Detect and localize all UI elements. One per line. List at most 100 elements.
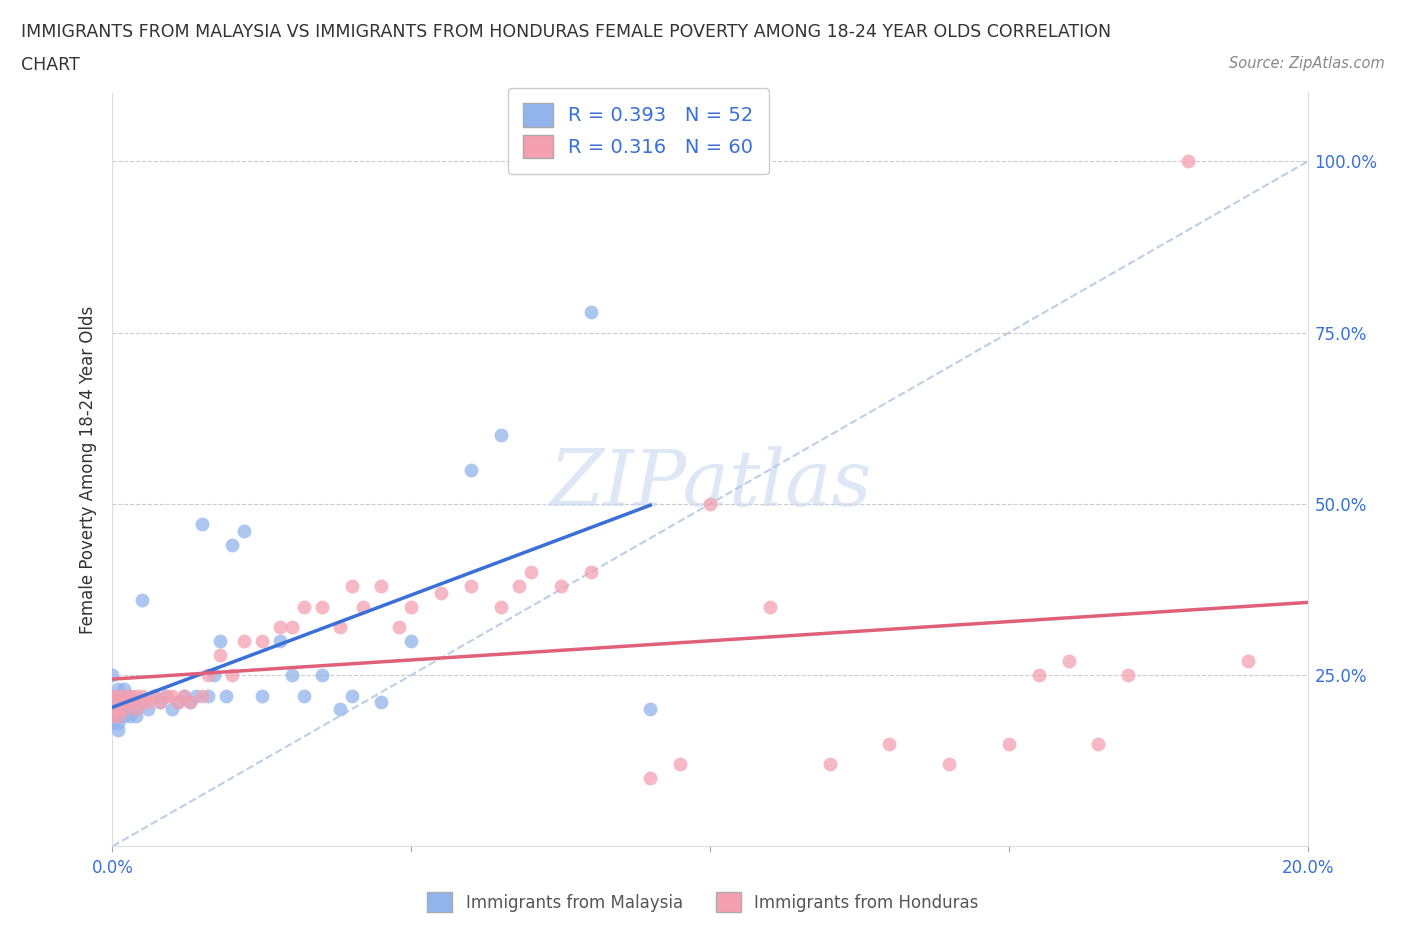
Point (107, 709, 129, 724)
Point (149, 695, 172, 710)
Point (173, 688, 195, 703)
Point (191, 517, 214, 532)
Y-axis label: Female Poverty Among 18-24 Year Olds: Female Poverty Among 18-24 Year Olds (79, 306, 97, 633)
Point (1087, 737, 1109, 751)
Point (107, 688, 129, 703)
Point (162, 688, 183, 703)
Point (173, 688, 195, 703)
Point (107, 702, 129, 717)
Point (101, 702, 124, 717)
Point (1177, 154, 1199, 169)
Point (131, 695, 153, 710)
Point (125, 702, 148, 717)
Point (143, 688, 166, 703)
Point (114, 709, 135, 724)
Point (149, 695, 172, 710)
Point (114, 702, 135, 717)
Point (579, 565, 602, 579)
Point (329, 702, 352, 717)
Point (114, 682, 135, 697)
Point (250, 633, 273, 648)
Point (101, 702, 124, 717)
Point (508, 578, 530, 593)
Point (401, 633, 423, 648)
Point (120, 695, 142, 710)
Point (155, 688, 177, 703)
Point (107, 688, 129, 703)
Point (107, 709, 129, 724)
Point (101, 668, 124, 683)
Point (120, 695, 142, 710)
Point (101, 709, 124, 724)
Point (250, 688, 273, 703)
Point (370, 695, 392, 710)
Point (640, 702, 662, 717)
Point (114, 688, 135, 703)
Point (167, 695, 190, 710)
Point (186, 688, 208, 703)
Point (114, 695, 135, 710)
Point (191, 688, 214, 703)
Point (143, 688, 166, 703)
Point (233, 633, 256, 648)
Point (155, 688, 177, 703)
Point (202, 668, 225, 683)
Text: Source: ZipAtlas.com: Source: ZipAtlas.com (1229, 56, 1385, 71)
Point (221, 538, 243, 552)
Point (938, 757, 960, 772)
Point (292, 599, 315, 614)
Point (640, 770, 662, 785)
Point (879, 737, 901, 751)
Point (1057, 654, 1080, 669)
Point (669, 757, 692, 772)
Point (215, 688, 238, 703)
Point (131, 695, 153, 710)
Point (101, 688, 124, 703)
Point (520, 565, 543, 579)
Point (353, 599, 375, 614)
Point (269, 633, 291, 648)
Text: CHART: CHART (21, 56, 80, 73)
Point (550, 578, 572, 593)
Point (179, 695, 201, 710)
Point (281, 619, 304, 634)
Text: ZIPatlas: ZIPatlas (548, 446, 872, 523)
Point (120, 709, 142, 724)
Point (1118, 668, 1140, 683)
Point (197, 688, 219, 703)
Point (221, 668, 243, 683)
Point (329, 619, 352, 634)
Point (101, 688, 124, 703)
Point (138, 702, 160, 717)
Legend: R = 0.393   N = 52, R = 0.316   N = 60: R = 0.393 N = 52, R = 0.316 N = 60 (508, 87, 769, 174)
Point (120, 688, 142, 703)
Point (209, 647, 232, 662)
Point (759, 599, 782, 614)
Point (125, 702, 148, 717)
Point (131, 688, 153, 703)
Point (114, 695, 135, 710)
Point (125, 688, 148, 703)
Point (101, 715, 124, 730)
Point (460, 578, 482, 593)
Point (179, 695, 201, 710)
Point (167, 695, 190, 710)
Point (998, 737, 1021, 751)
Point (489, 599, 512, 614)
Point (579, 305, 602, 320)
Point (131, 592, 153, 607)
Point (1237, 654, 1260, 669)
Point (340, 578, 363, 593)
Point (292, 688, 315, 703)
Point (281, 668, 304, 683)
Point (138, 695, 160, 710)
Point (101, 709, 124, 724)
Point (209, 633, 232, 648)
Point (1028, 668, 1050, 683)
Point (107, 723, 129, 737)
Point (162, 702, 183, 717)
Point (101, 688, 124, 703)
Point (233, 524, 256, 538)
Point (388, 619, 411, 634)
Point (197, 668, 219, 683)
